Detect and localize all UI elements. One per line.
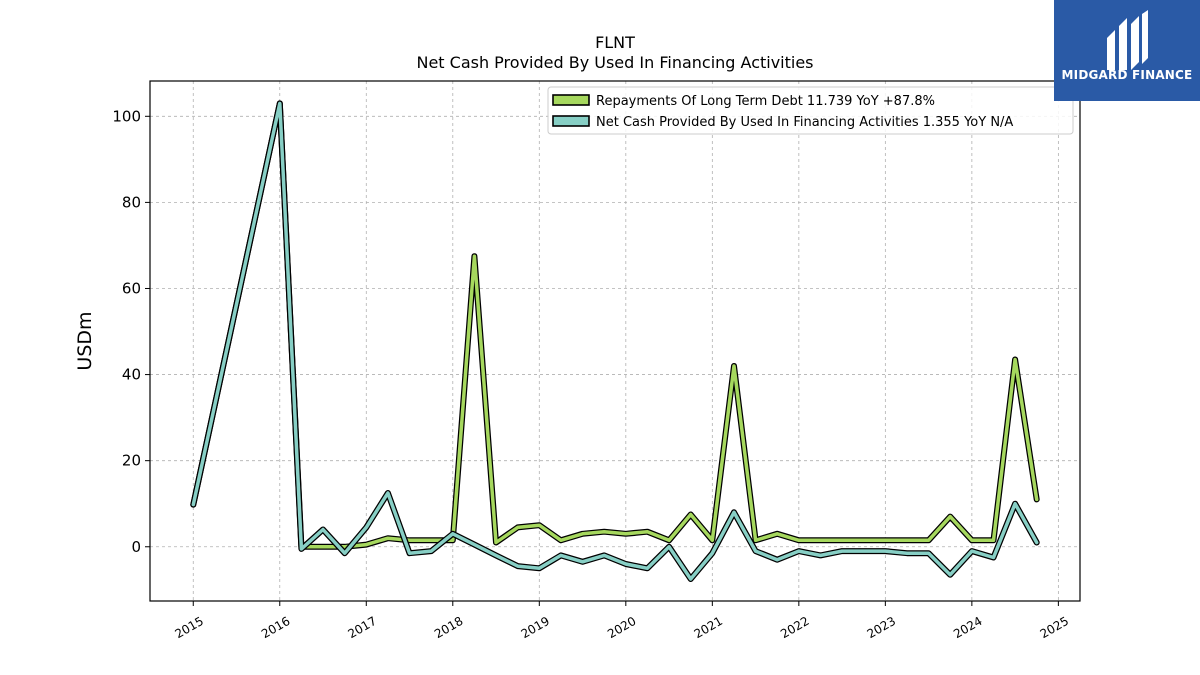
series-line-0 (191, 101, 1039, 549)
legend-entry-label: Net Cash Provided By Used In Financing A… (596, 115, 1013, 130)
x-tick-label: 2017 (346, 614, 379, 641)
x-tick-label: 2024 (951, 614, 984, 641)
y-axis-label: USDm (74, 311, 96, 370)
x-tick-label: 2023 (865, 614, 898, 641)
legend-box (547, 86, 1074, 135)
y-tick-label: 20 (122, 452, 141, 470)
y-tick-label: 80 (122, 193, 141, 211)
y-tick-label: 40 (122, 366, 141, 384)
x-tick-label: 2016 (259, 614, 292, 641)
series-lines (190, 100, 1040, 582)
x-tick-label: 2025 (1038, 614, 1071, 641)
x-tick-label: 2018 (432, 614, 465, 641)
chart-subtitle: Net Cash Provided By Used In Financing A… (416, 53, 813, 72)
series-line-1 (191, 101, 1039, 581)
midgard-logo-icon (1107, 10, 1148, 70)
x-tick-label: 2020 (605, 614, 638, 641)
y-tick-label: 100 (112, 107, 141, 125)
legend-swatch (552, 94, 590, 106)
x-tick-label: 2022 (778, 614, 811, 641)
series-line-outline-1 (190, 100, 1040, 582)
x-tick-label: 2019 (519, 614, 552, 641)
y-tick-label: 60 (122, 279, 141, 297)
chart-title: FLNT (595, 33, 635, 52)
y-tick-label: 0 (131, 538, 141, 556)
logo-text: MIDGARD FINANCE (1061, 68, 1193, 82)
plot-frame (149, 80, 1081, 602)
x-tick-label: 2021 (692, 614, 725, 641)
legend-entry-label: Repayments Of Long Term Debt 11.739 YoY … (596, 94, 935, 109)
legend-swatch (552, 115, 590, 127)
midgard-finance-logo: MIDGARD FINANCE (1054, 0, 1200, 101)
legend: Repayments Of Long Term Debt 11.739 YoY … (547, 86, 1074, 135)
x-tick-label: 2015 (173, 614, 206, 641)
series-line-outline-0 (190, 100, 1040, 550)
